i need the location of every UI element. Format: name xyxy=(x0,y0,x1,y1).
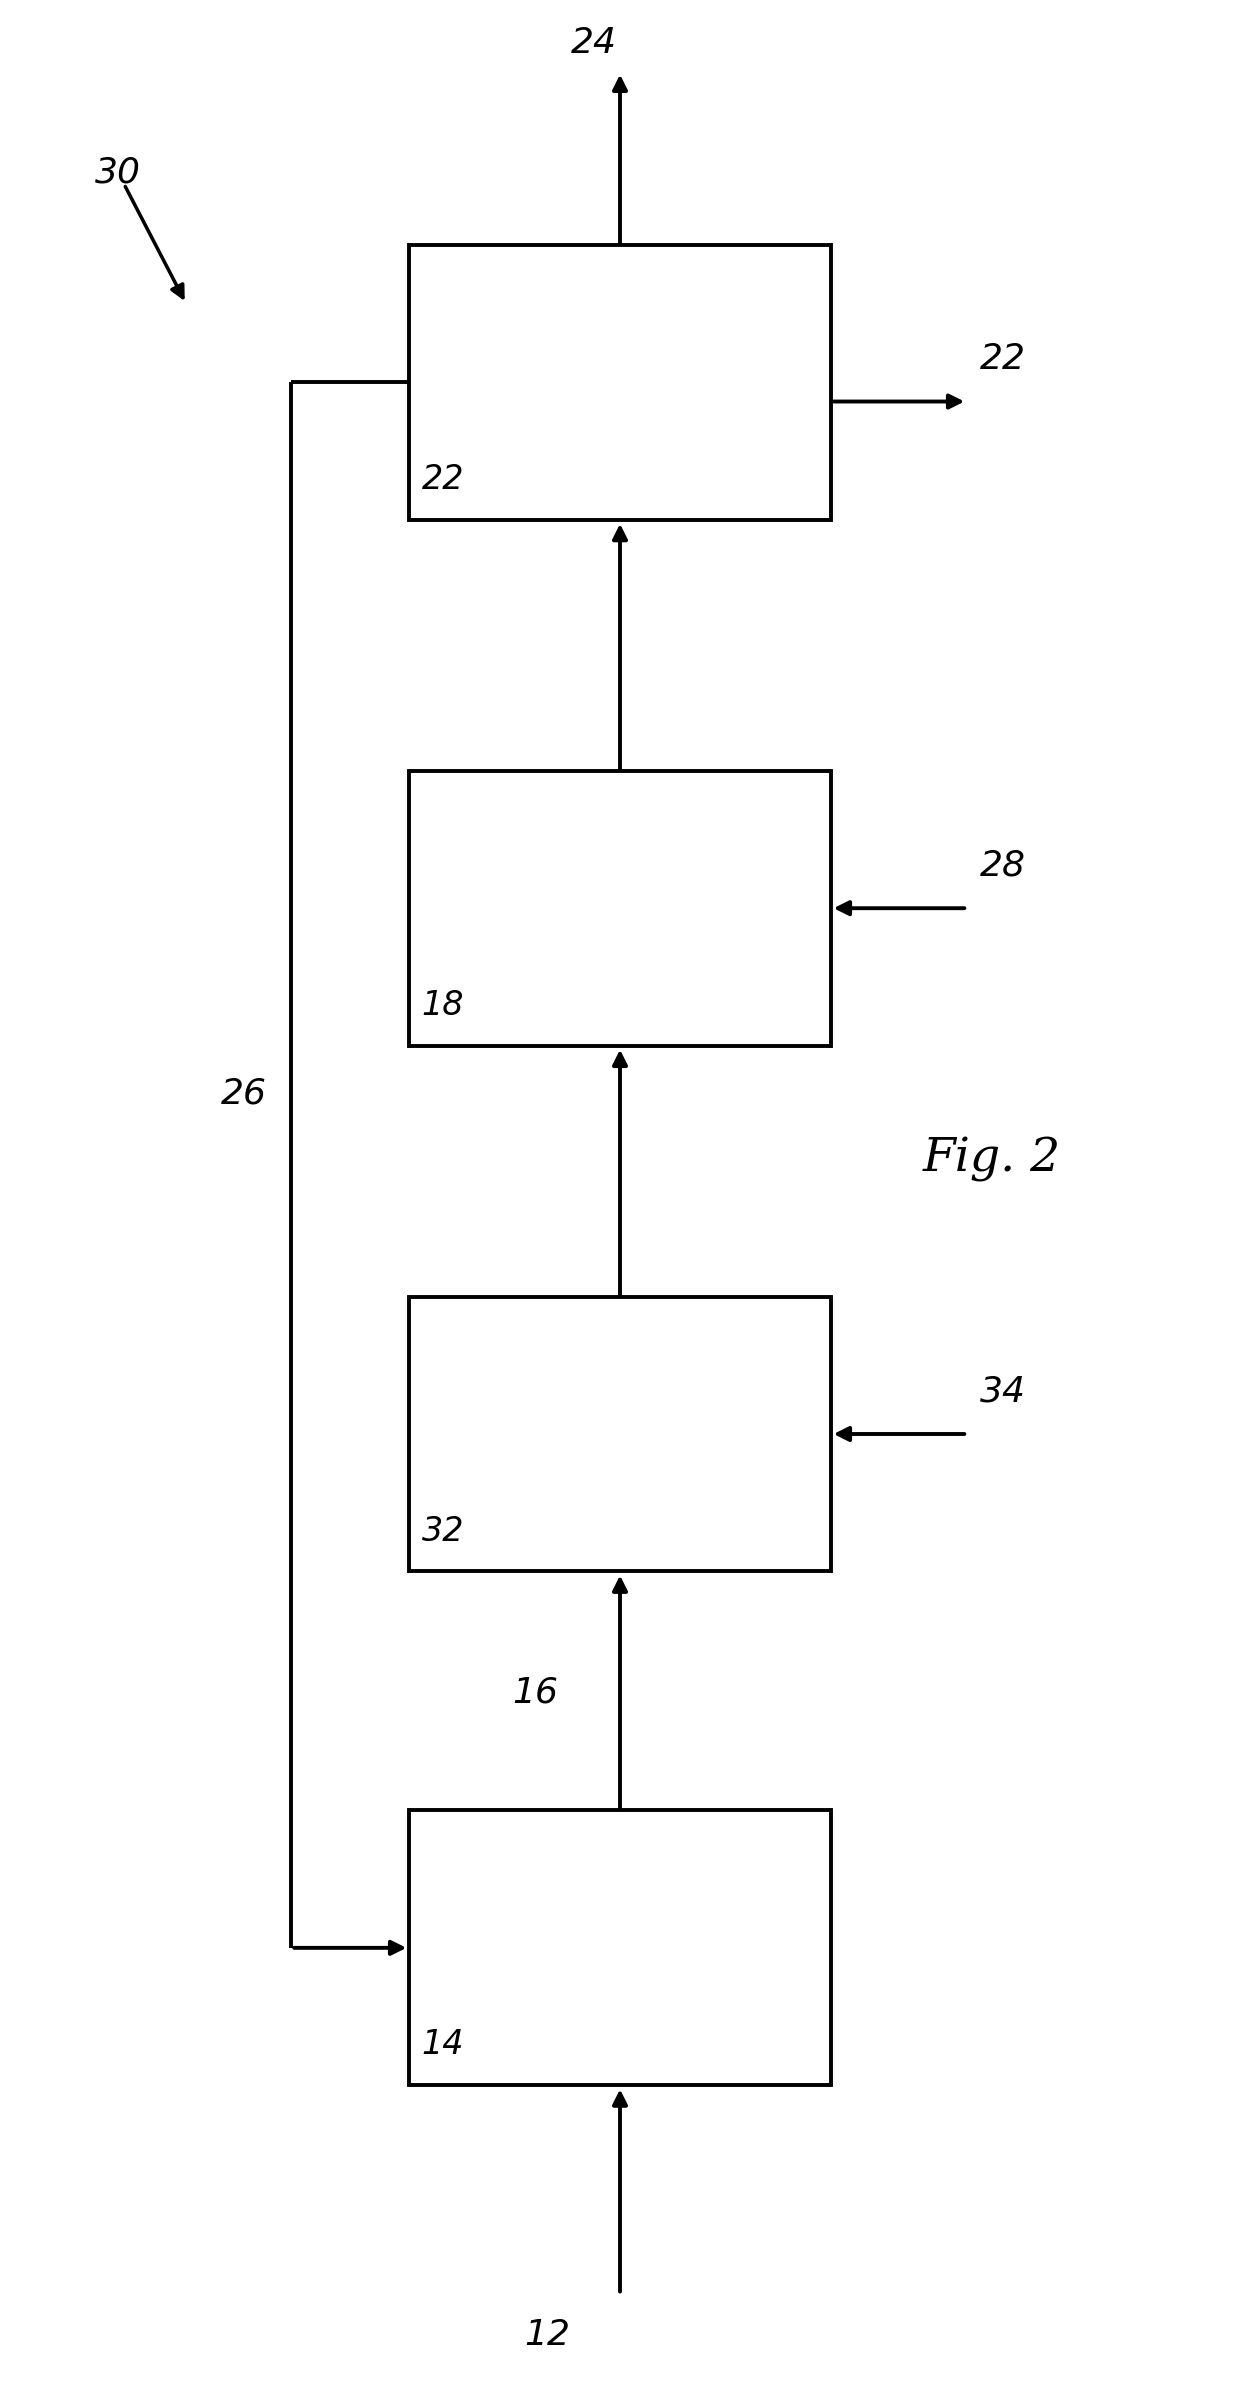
Text: 22: 22 xyxy=(980,342,1025,375)
Text: 22: 22 xyxy=(422,464,464,497)
Text: 32: 32 xyxy=(422,1515,464,1549)
Bar xyxy=(409,772,831,1047)
Text: 16: 16 xyxy=(512,1675,558,1709)
Text: 34: 34 xyxy=(980,1374,1025,1408)
Text: 14: 14 xyxy=(422,2029,464,2060)
Text: Fig. 2: Fig. 2 xyxy=(923,1138,1061,1181)
Text: 12: 12 xyxy=(525,2318,570,2352)
Text: 24: 24 xyxy=(570,26,616,60)
Text: 18: 18 xyxy=(422,989,464,1023)
Text: 30: 30 xyxy=(94,155,141,189)
Bar xyxy=(409,1812,831,2084)
Bar xyxy=(409,1295,831,1573)
Bar xyxy=(409,246,831,519)
Text: 26: 26 xyxy=(221,1076,267,1111)
Text: 28: 28 xyxy=(980,848,1025,882)
